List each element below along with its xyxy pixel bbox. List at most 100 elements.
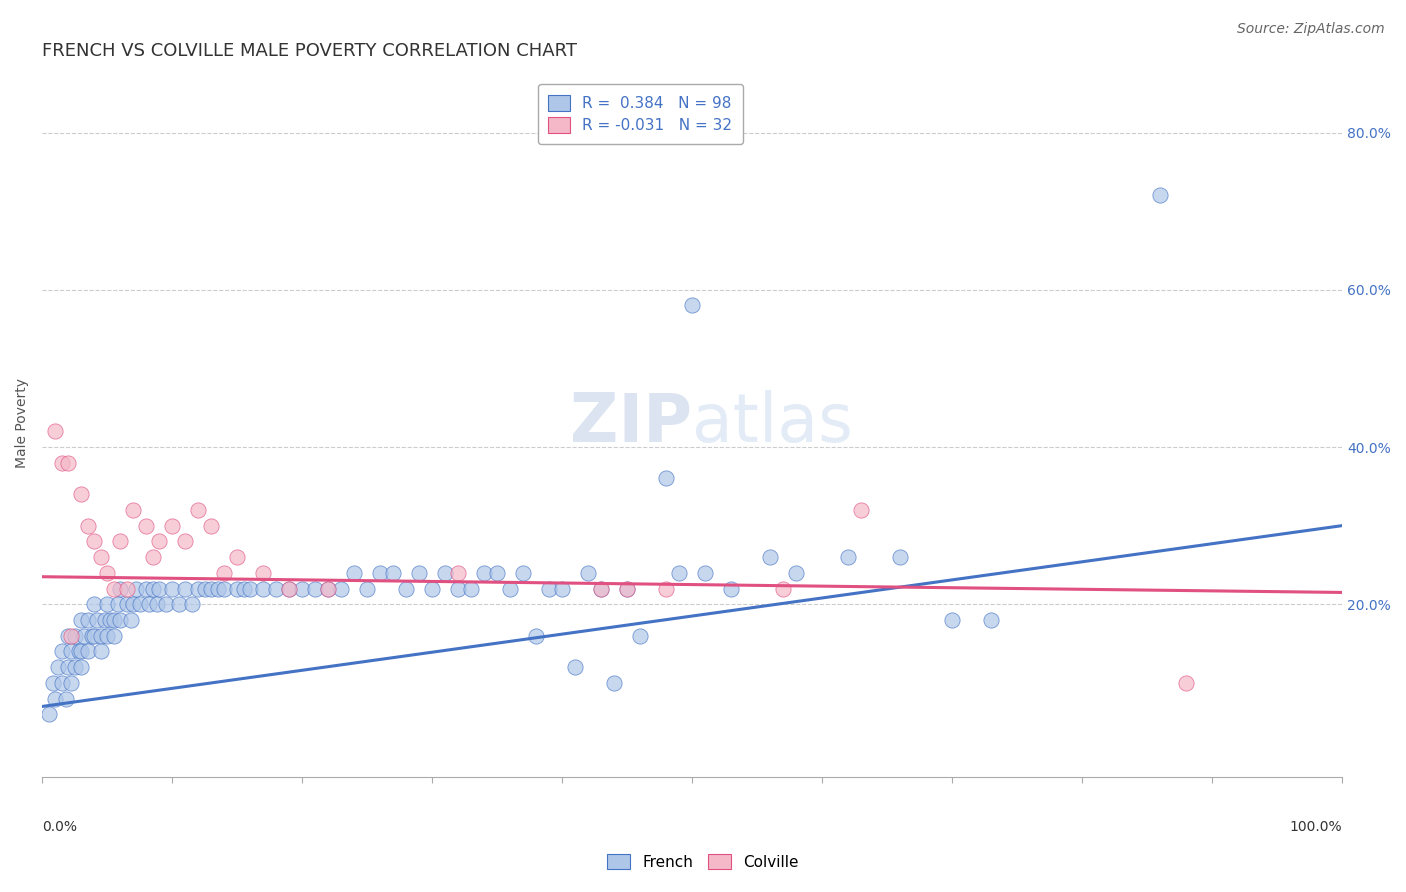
Point <box>408 566 430 580</box>
Point <box>86 613 108 627</box>
Point <box>70 644 93 658</box>
Point <box>252 566 274 580</box>
Point <box>368 566 391 580</box>
Point <box>108 582 131 596</box>
Point <box>668 566 690 580</box>
Point <box>58 456 80 470</box>
Point <box>486 566 509 580</box>
Point <box>76 518 98 533</box>
Point <box>51 456 73 470</box>
Point <box>59 644 82 658</box>
Point <box>628 629 651 643</box>
Point <box>59 676 82 690</box>
Point <box>122 597 145 611</box>
Point <box>591 582 613 596</box>
Point <box>304 582 326 596</box>
Point <box>207 582 229 596</box>
Point <box>55 691 77 706</box>
Point <box>51 676 73 690</box>
Point <box>194 582 217 596</box>
Point <box>73 629 96 643</box>
Legend: R =  0.384   N = 98, R = -0.031   N = 32: R = 0.384 N = 98, R = -0.031 N = 32 <box>537 85 742 144</box>
Point <box>148 534 170 549</box>
Point <box>343 566 366 580</box>
Point <box>115 597 138 611</box>
Point <box>278 582 301 596</box>
Point <box>889 550 911 565</box>
Point <box>212 566 235 580</box>
Point <box>96 566 118 580</box>
Point <box>76 613 98 627</box>
Point <box>252 582 274 596</box>
Point <box>108 534 131 549</box>
Point <box>90 629 112 643</box>
Point <box>512 566 534 580</box>
Point <box>46 660 69 674</box>
Point <box>837 550 859 565</box>
Point <box>83 629 105 643</box>
Point <box>160 582 183 596</box>
Point <box>58 629 80 643</box>
Point <box>174 582 197 596</box>
Point <box>59 629 82 643</box>
Point <box>160 518 183 533</box>
Point <box>655 582 678 596</box>
Point <box>226 550 249 565</box>
Point <box>200 582 222 596</box>
Point <box>720 582 742 596</box>
Point <box>472 566 495 580</box>
Point <box>125 582 148 596</box>
Point <box>70 487 93 501</box>
Point <box>187 503 209 517</box>
Point <box>980 613 1002 627</box>
Point <box>80 629 103 643</box>
Point <box>538 582 561 596</box>
Point <box>44 424 66 438</box>
Point <box>38 707 60 722</box>
Point <box>330 582 353 596</box>
Point <box>316 582 339 596</box>
Point <box>785 566 807 580</box>
Point <box>90 644 112 658</box>
Point <box>759 550 782 565</box>
Point <box>681 298 703 312</box>
Point <box>524 629 547 643</box>
Point <box>122 503 145 517</box>
Point <box>174 534 197 549</box>
Point <box>356 582 378 596</box>
Point <box>226 582 249 596</box>
Point <box>420 582 443 596</box>
Point <box>142 582 165 596</box>
Point <box>232 582 254 596</box>
Point <box>138 597 160 611</box>
Point <box>51 644 73 658</box>
Point <box>382 566 405 580</box>
Legend: French, Colville: French, Colville <box>599 846 807 877</box>
Point <box>155 597 177 611</box>
Point <box>551 582 574 596</box>
Point <box>603 676 626 690</box>
Point <box>616 582 638 596</box>
Point <box>212 582 235 596</box>
Point <box>41 676 63 690</box>
Point <box>103 629 125 643</box>
Point <box>447 582 470 596</box>
Point <box>98 613 121 627</box>
Point <box>128 597 150 611</box>
Point <box>1149 188 1171 202</box>
Point <box>772 582 794 596</box>
Point <box>44 691 66 706</box>
Point <box>103 613 125 627</box>
Point <box>695 566 717 580</box>
Point <box>576 566 599 580</box>
Point <box>1175 676 1198 690</box>
Point <box>187 582 209 596</box>
Point <box>90 550 112 565</box>
Text: atlas: atlas <box>692 391 853 457</box>
Point <box>145 597 167 611</box>
Point <box>447 566 470 580</box>
Point <box>135 518 157 533</box>
Point <box>167 597 190 611</box>
Text: FRENCH VS COLVILLE MALE POVERTY CORRELATION CHART: FRENCH VS COLVILLE MALE POVERTY CORRELAT… <box>42 42 578 60</box>
Point <box>148 582 170 596</box>
